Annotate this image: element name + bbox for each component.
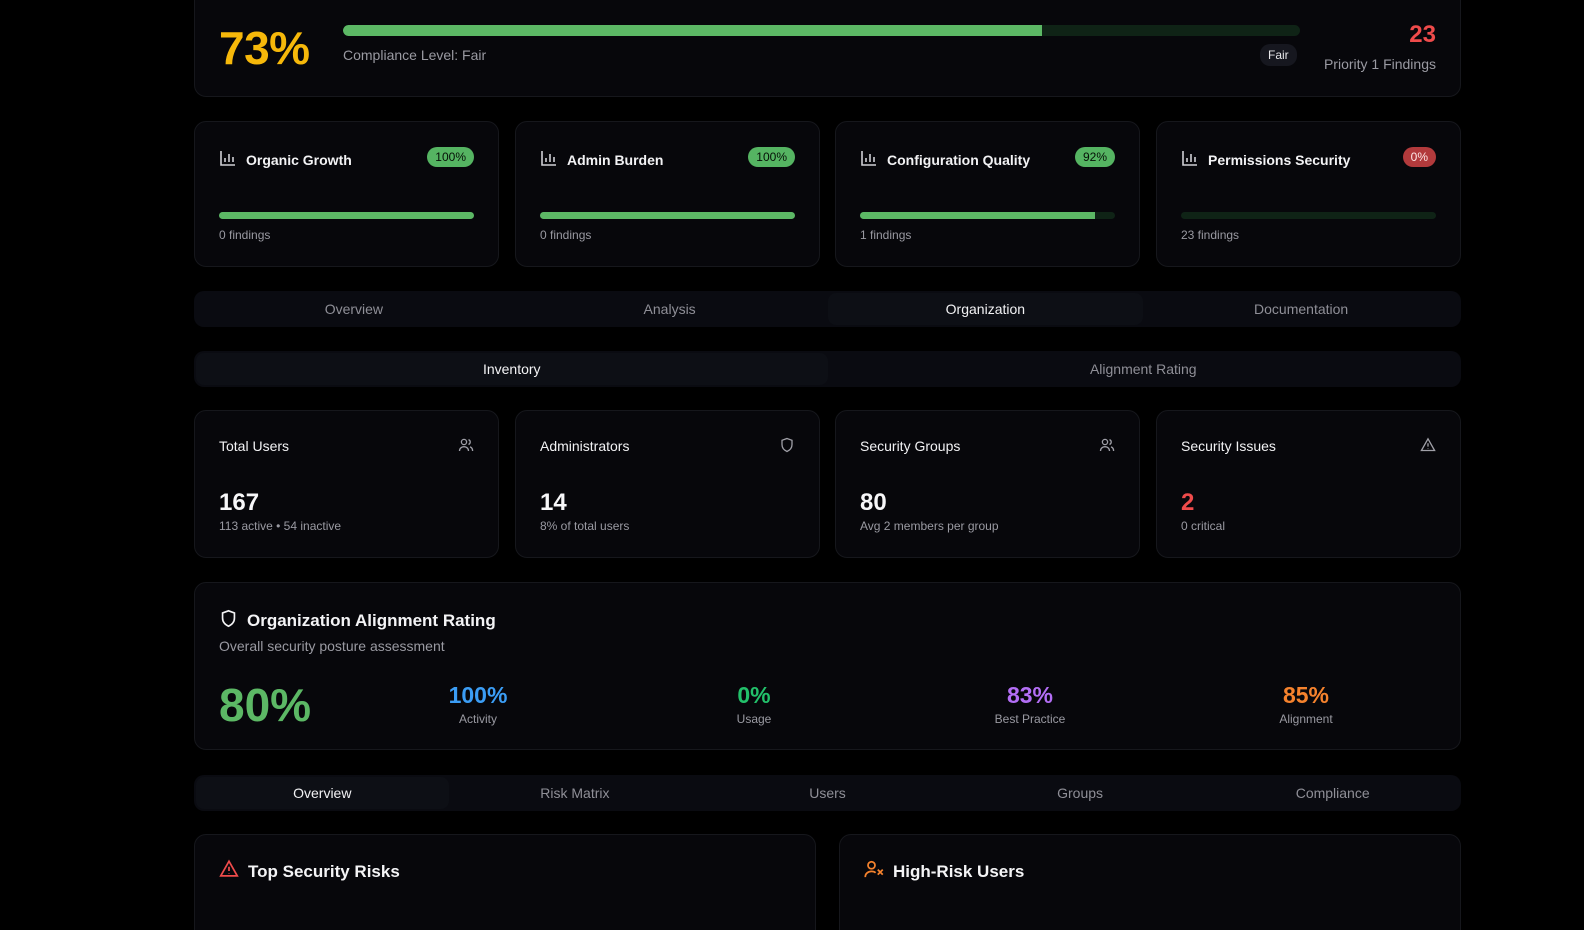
panel-title: Top Security Risks [248, 861, 400, 881]
stat-title: Security Groups [860, 438, 961, 454]
bar-chart-icon [219, 149, 237, 170]
metric-badge: 100% [427, 147, 474, 167]
alignment-description: Overall security posture assessment [219, 638, 445, 654]
main-tabs: Overview Analysis Organization Documenta… [194, 291, 1461, 327]
stat-card-total-users: Total Users 167 113 active • 54 inactive [194, 410, 499, 558]
compliance-progress-fill [343, 25, 1042, 36]
tab-compliance[interactable]: Compliance [1295, 785, 1370, 801]
panel-title: High-Risk Users [893, 861, 1025, 881]
stat-card-security-issues: Security Issues 2 0 critical [1156, 410, 1461, 558]
stat-card-administrators: Administrators 14 8% of total users [515, 410, 820, 558]
stat-card-security-groups: Security Groups 80 Avg 2 members per gro… [835, 410, 1140, 558]
score-usage: 0% Usage [674, 682, 834, 726]
metric-progress-bar [540, 212, 795, 219]
metric-findings: 0 findings [540, 228, 592, 242]
metric-badge: 100% [748, 147, 795, 167]
tab-groups[interactable]: Groups [1057, 785, 1104, 801]
user-x-icon [864, 859, 884, 884]
sub-tabs: Inventory Alignment Rating [194, 351, 1461, 387]
tab-alignment-rating[interactable]: Alignment Rating [1089, 361, 1197, 377]
priority-findings-count: 23 [1409, 21, 1436, 48]
metric-progress-bar [1181, 212, 1436, 219]
stat-title: Security Issues [1181, 438, 1276, 454]
high-risk-users-panel: High-Risk Users [839, 834, 1461, 930]
bar-chart-icon [860, 149, 878, 170]
score-label: Usage [736, 712, 772, 726]
stat-subtext: 0 critical [1181, 519, 1226, 533]
metric-findings: 23 findings [1181, 228, 1240, 242]
stat-value: 80 [860, 489, 887, 516]
compliance-summary-card: 73% Compliance Level: Fair Fair 23 Prior… [194, 0, 1461, 97]
stat-value: 14 [540, 489, 567, 516]
users-icon [458, 437, 474, 458]
stat-title: Administrators [540, 438, 630, 454]
alert-triangle-icon [219, 859, 239, 884]
compliance-score: 73% [219, 22, 310, 74]
metric-progress-bar [219, 212, 474, 219]
metric-title: Permissions Security [1208, 151, 1351, 168]
stat-value: 2 [1181, 489, 1195, 516]
tab-risk-matrix[interactable]: Risk Matrix [540, 785, 610, 801]
score-label: Best Practice [994, 712, 1066, 726]
shield-icon [779, 437, 795, 458]
alignment-overall-score: 80% [219, 679, 312, 731]
score-value: 85% [1282, 682, 1330, 708]
organization-alignment-card: Organization Alignment Rating Overall se… [194, 582, 1461, 750]
score-label: Activity [458, 712, 497, 726]
tab-overview[interactable]: Overview [324, 301, 384, 317]
tab-inventory[interactable]: Inventory [196, 353, 828, 385]
score-alignment: 85% Alignment [1226, 682, 1386, 726]
compliance-level-label: Compliance Level: Fair [343, 47, 487, 63]
stat-subtext: 113 active • 54 inactive [219, 519, 342, 533]
metric-findings: 1 findings [860, 228, 912, 242]
compliance-progress-bar [343, 25, 1300, 36]
compliance-level-badge: Fair [1260, 44, 1297, 66]
tab-users[interactable]: Users [809, 785, 846, 801]
metric-progress-bar [860, 212, 1115, 219]
alert-triangle-icon [1420, 437, 1436, 458]
metric-progress-fill [860, 212, 1095, 219]
metric-progress-fill [219, 212, 474, 219]
metric-badge: 0% [1402, 147, 1436, 167]
metric-progress-fill [540, 212, 795, 219]
score-value: 0% [737, 682, 771, 708]
metric-title: Admin Burden [567, 151, 664, 168]
score-value: 100% [448, 682, 508, 708]
metric-card-organic-growth[interactable]: Organic Growth 100% 0 findings [194, 121, 499, 267]
bar-chart-icon [1181, 149, 1199, 170]
stat-value: 167 [219, 489, 260, 516]
metric-title: Organic Growth [246, 151, 352, 168]
top-security-risks-panel: Top Security Risks [194, 834, 816, 930]
users-icon [1099, 437, 1115, 458]
tab-analysis[interactable]: Analysis [643, 301, 696, 317]
metric-title: Configuration Quality [887, 151, 1031, 168]
metric-card-configuration-quality[interactable]: Configuration Quality 92% 1 findings [835, 121, 1140, 267]
score-value: 83% [1006, 682, 1054, 708]
bar-chart-icon [540, 149, 558, 170]
stat-subtext: Avg 2 members per group [860, 519, 999, 533]
score-activity: 100% Activity [398, 682, 558, 726]
priority-findings-label: Priority 1 Findings [1323, 56, 1436, 72]
alignment-title: Organization Alignment Rating [247, 611, 496, 630]
shield-icon [219, 609, 238, 633]
tab-organization[interactable]: Organization [827, 293, 1144, 325]
metric-findings: 0 findings [219, 228, 271, 242]
detail-tabs: Overview Risk Matrix Users Groups Compli… [194, 775, 1461, 811]
score-best-practice: 83% Best Practice [950, 682, 1110, 726]
score-label: Alignment [1279, 712, 1333, 726]
metric-card-admin-burden[interactable]: Admin Burden 100% 0 findings [515, 121, 820, 267]
tab-detail-overview[interactable]: Overview [196, 777, 449, 809]
stat-subtext: 8% of total users [540, 519, 630, 533]
metric-card-permissions-security[interactable]: Permissions Security 0% 23 findings [1156, 121, 1461, 267]
stat-title: Total Users [219, 438, 290, 454]
tab-documentation[interactable]: Documentation [1254, 301, 1349, 317]
metric-badge: 92% [1074, 147, 1115, 167]
